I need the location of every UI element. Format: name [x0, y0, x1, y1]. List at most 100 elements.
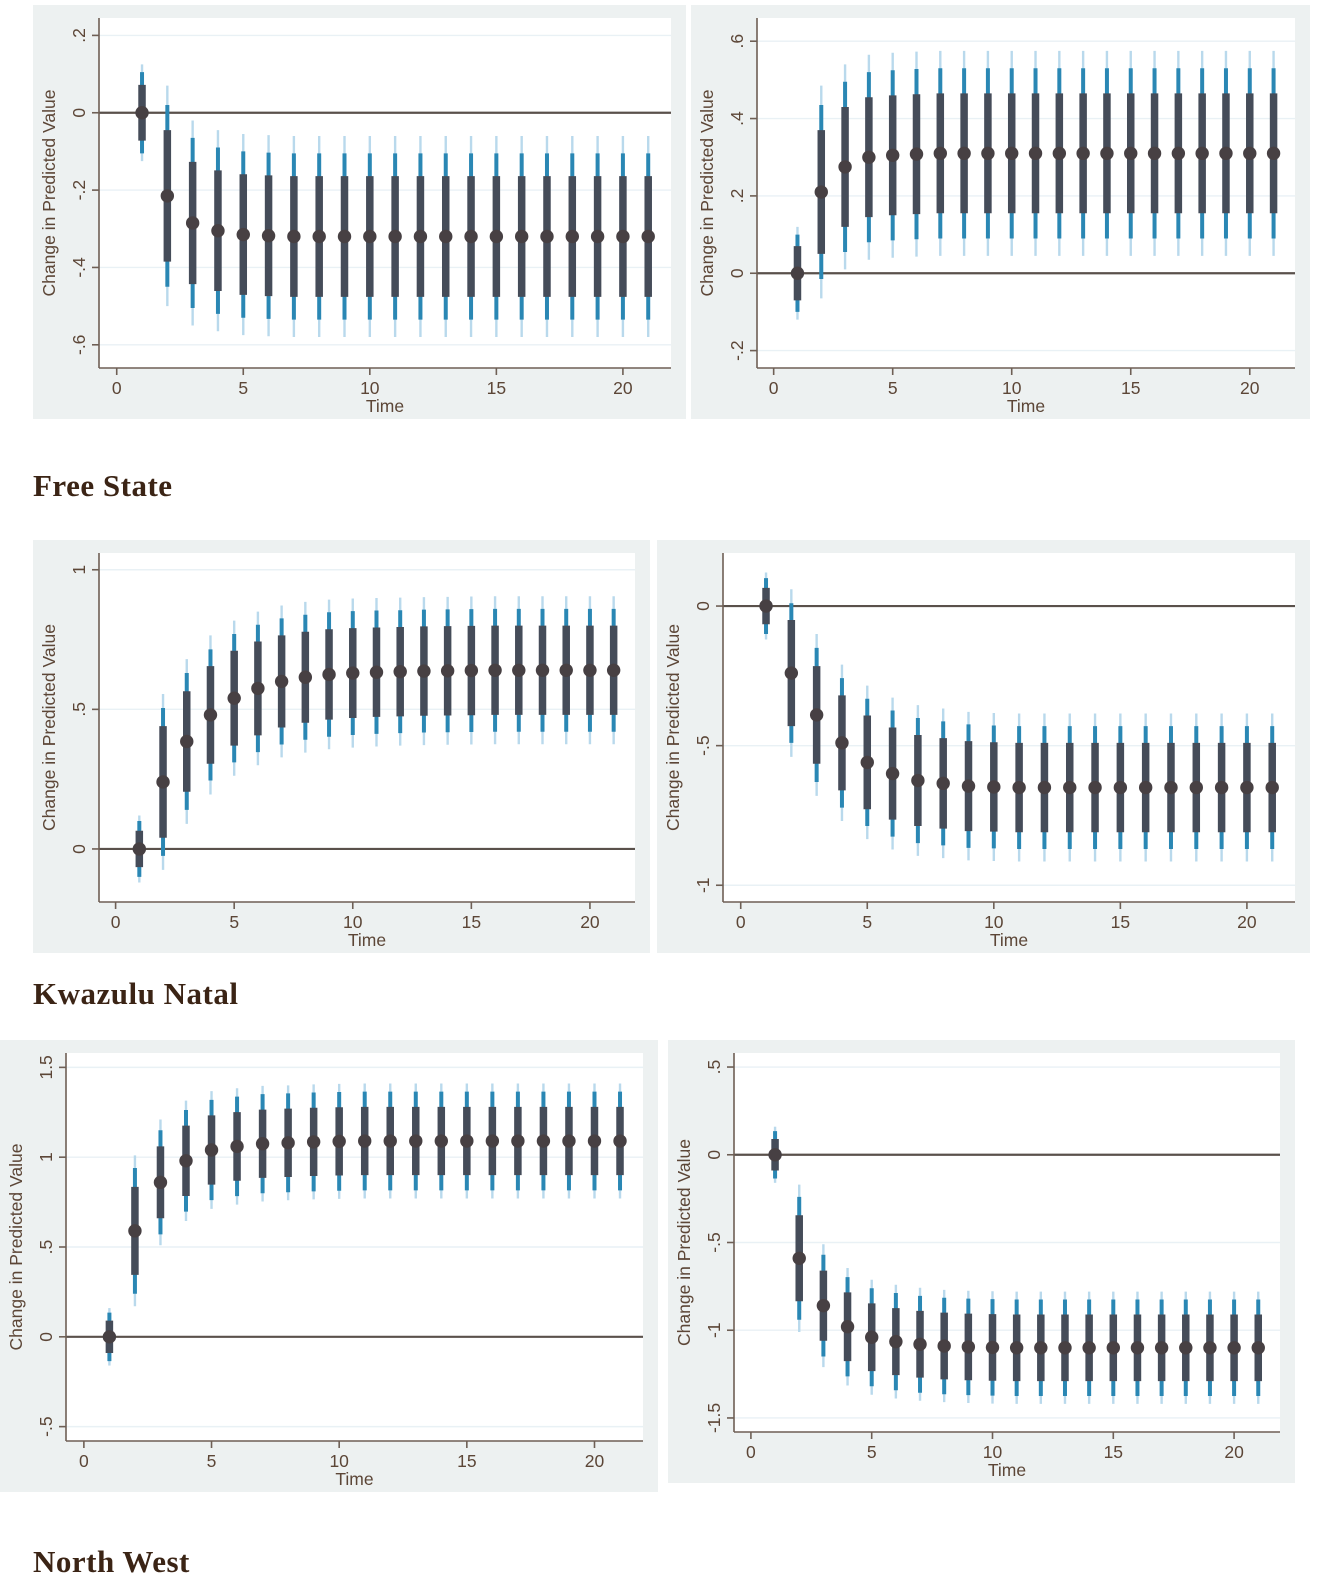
- y-axis-title: Change in Predicted Value: [39, 90, 59, 297]
- point-estimate: [203, 708, 218, 722]
- point-estimate: [409, 1134, 423, 1148]
- point-estimate: [1124, 146, 1138, 161]
- y-tick-label: 0: [693, 601, 713, 611]
- point-estimate: [464, 663, 479, 678]
- y-tick-label: 1: [36, 1152, 56, 1162]
- point-estimate: [909, 147, 924, 161]
- x-tick-label: 0: [111, 912, 121, 932]
- point-estimate: [933, 146, 948, 161]
- point-estimate: [255, 1137, 270, 1151]
- chart-row3-right: .5 0 -.5 -1 -1.5 0 5 10 15 20 Change in Predicted …: [668, 1040, 1295, 1483]
- point-estimate: [1171, 146, 1186, 161]
- x-tick-label: 10: [329, 1451, 349, 1471]
- x-tick-label: 5: [888, 378, 898, 398]
- point-estimate: [485, 1134, 500, 1148]
- x-tick-label: 10: [1002, 378, 1022, 398]
- point-estimate: [1227, 1341, 1241, 1355]
- point-estimate: [1012, 780, 1026, 795]
- point-estimate: [102, 1330, 117, 1344]
- point-estimate: [160, 189, 175, 203]
- point-estimate: [1009, 1341, 1024, 1355]
- point-estimate: [1106, 1341, 1121, 1355]
- point-estimate: [306, 1135, 321, 1149]
- y-tick-label: 0: [704, 1150, 724, 1160]
- y-axis-title: Change in Predicted Value: [39, 624, 59, 831]
- point-estimate: [287, 229, 301, 244]
- y-tick-label: -.5: [704, 1232, 724, 1252]
- point-estimate: [790, 266, 805, 280]
- chart-row2-left: 1 .5 0 0 5 10 15 20 Change in Predicted Value Tim…: [33, 540, 650, 953]
- point-estimate: [616, 229, 630, 244]
- x-tick-label: 0: [112, 378, 122, 398]
- y-tick-label: -.4: [69, 257, 89, 278]
- y-tick-label: 0: [36, 1332, 56, 1342]
- point-estimate: [1052, 146, 1067, 161]
- point-estimate: [835, 736, 849, 750]
- point-estimate: [784, 666, 799, 680]
- point-estimate: [613, 1134, 627, 1148]
- y-tick-label: 0: [69, 844, 89, 854]
- y-tick-label: 1.5: [36, 1055, 56, 1079]
- point-estimate: [957, 146, 971, 161]
- point-estimate: [358, 1134, 372, 1148]
- point-estimate: [439, 229, 453, 244]
- chart-row1-left: .2 0 -.2 -.4 -.6 0 5 10 15 20 Change in Predicted …: [33, 5, 686, 419]
- point-estimate: [936, 776, 950, 791]
- y-tick-label: .5: [69, 702, 89, 717]
- point-estimate: [911, 773, 925, 788]
- point-estimate: [1088, 780, 1102, 795]
- x-axis-title: Time: [348, 930, 386, 950]
- x-tick-label: 20: [585, 1451, 605, 1471]
- x-axis-title: Time: [366, 396, 404, 416]
- point-estimate: [204, 1143, 219, 1157]
- chart-row1-right: .6 .4 .2 0 -.2 0 5 10 15 20 Change in Predicted Va…: [691, 5, 1310, 419]
- point-estimate: [211, 224, 225, 238]
- point-estimate: [540, 229, 554, 244]
- point-estimate: [816, 1298, 831, 1313]
- point-estimate: [440, 664, 455, 678]
- interval-plot: .5 0 -.5 -1 -1.5 0 5 10 15 20 Change in Predicted …: [674, 1053, 1280, 1480]
- point-estimate: [1240, 780, 1254, 795]
- y-tick-label: -.2: [727, 340, 747, 360]
- x-tick-label: 15: [487, 378, 506, 398]
- y-tick-label: -.6: [69, 335, 89, 355]
- point-estimate: [562, 1134, 576, 1148]
- y-axis-title: Change in Predicted Value: [697, 90, 717, 297]
- point-estimate: [369, 665, 384, 679]
- point-estimate: [536, 1134, 551, 1148]
- point-estimate: [590, 229, 605, 244]
- point-estimate: [1265, 780, 1279, 795]
- y-tick-label: .5: [36, 1240, 56, 1255]
- x-axis-title: Time: [990, 930, 1028, 950]
- point-estimate: [511, 1134, 525, 1148]
- section-heading-free-state: Free State: [33, 468, 173, 503]
- x-tick-label: 0: [769, 378, 779, 398]
- point-estimate: [393, 664, 407, 679]
- plot-area: [99, 18, 671, 368]
- x-axis-title: Time: [988, 1460, 1026, 1480]
- point-estimate: [1100, 146, 1114, 161]
- point-estimate: [322, 667, 336, 682]
- point-estimate: [251, 681, 265, 696]
- point-estimate: [606, 663, 621, 677]
- point-estimate: [768, 1148, 782, 1162]
- x-tick-label: 0: [746, 1442, 756, 1462]
- point-estimate: [809, 708, 824, 722]
- point-estimate: [1243, 146, 1257, 161]
- point-estimate: [1034, 1341, 1048, 1355]
- point-estimate: [885, 148, 900, 162]
- point-estimate: [388, 229, 402, 244]
- chart-row2-right: 0 -.5 -1 0 5 10 15 20 Change in Predicted Value T…: [657, 540, 1310, 953]
- y-tick-label: -1: [693, 877, 713, 893]
- point-estimate: [565, 229, 579, 244]
- point-estimate: [180, 734, 194, 749]
- point-estimate: [814, 185, 828, 199]
- point-estimate: [759, 599, 773, 613]
- point-estimate: [587, 1134, 602, 1148]
- x-tick-label: 10: [984, 912, 1004, 932]
- point-estimate: [337, 229, 352, 244]
- point-estimate: [987, 780, 1001, 794]
- point-estimate: [1195, 146, 1209, 161]
